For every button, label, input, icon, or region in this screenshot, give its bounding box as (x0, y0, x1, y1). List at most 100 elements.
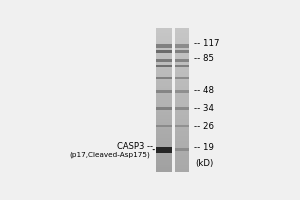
Bar (175, 90, 189, 93)
Bar (175, 77, 189, 79)
Bar (156, 162, 172, 165)
Bar (156, 147, 172, 153)
Bar (175, 90, 189, 93)
Bar (156, 71, 172, 74)
Bar (156, 107, 172, 110)
Bar (156, 47, 172, 50)
Bar (156, 57, 172, 60)
Bar (156, 81, 172, 84)
Bar (156, 167, 172, 169)
Bar (156, 69, 172, 72)
Bar (175, 76, 189, 79)
Bar (175, 86, 189, 88)
Text: (p17,Cleaved-Asp175): (p17,Cleaved-Asp175) (70, 151, 150, 158)
Bar (156, 50, 172, 53)
Bar (156, 138, 172, 141)
Bar (175, 107, 189, 110)
Bar (156, 125, 172, 127)
Bar (175, 157, 189, 160)
Bar (156, 114, 172, 117)
Bar (175, 160, 189, 162)
Bar (175, 38, 189, 41)
Bar (156, 98, 172, 100)
Bar (156, 124, 172, 126)
Bar (156, 76, 172, 79)
Text: -- 48: -- 48 (194, 86, 214, 95)
Bar (175, 136, 189, 138)
Bar (156, 129, 172, 131)
Bar (156, 117, 172, 119)
Bar (156, 90, 172, 93)
Bar (156, 52, 172, 55)
Bar (156, 31, 172, 33)
Bar (156, 136, 172, 138)
Bar (156, 126, 172, 129)
Bar (156, 86, 172, 88)
Bar (175, 74, 189, 76)
Bar (156, 169, 172, 172)
Bar (175, 59, 189, 62)
Bar (175, 78, 189, 81)
Bar (156, 33, 172, 36)
Bar (175, 59, 189, 62)
Text: -- 85: -- 85 (194, 54, 214, 63)
Bar (156, 90, 172, 93)
Bar (156, 38, 172, 41)
Bar (156, 95, 172, 98)
Bar (175, 67, 189, 69)
Bar (156, 133, 172, 136)
Bar (175, 57, 189, 60)
Bar (156, 100, 172, 103)
Bar (175, 98, 189, 100)
Bar (175, 126, 189, 129)
Bar (175, 119, 189, 122)
Bar (175, 141, 189, 143)
Bar (175, 152, 189, 155)
Bar (175, 109, 189, 112)
Bar (175, 40, 189, 43)
Bar (175, 164, 189, 167)
Bar (156, 155, 172, 158)
Bar (156, 145, 172, 148)
Bar (175, 107, 189, 110)
Text: -- 34: -- 34 (194, 104, 214, 113)
Bar (175, 145, 189, 148)
Bar (175, 47, 189, 50)
Bar (175, 124, 189, 126)
Bar (156, 152, 172, 155)
Bar (175, 83, 189, 86)
Bar (156, 131, 172, 134)
Text: CASP3 --: CASP3 -- (117, 142, 153, 151)
Bar (175, 162, 189, 165)
Bar (156, 62, 172, 64)
Bar (175, 167, 189, 169)
Bar (156, 143, 172, 146)
Bar (175, 121, 189, 124)
Bar (175, 95, 189, 98)
Bar (175, 148, 189, 150)
Text: -- 117: -- 117 (194, 39, 220, 48)
Bar (175, 81, 189, 84)
Bar (156, 109, 172, 112)
Bar (156, 50, 172, 52)
Bar (175, 100, 189, 103)
Bar (175, 114, 189, 117)
Bar (156, 157, 172, 160)
Bar (175, 88, 189, 91)
Bar (175, 148, 189, 151)
Bar (175, 138, 189, 141)
Bar (175, 133, 189, 136)
Bar (156, 112, 172, 115)
Bar (175, 45, 189, 48)
Bar (156, 150, 172, 153)
Bar (156, 121, 172, 124)
Text: -- 19: -- 19 (194, 143, 214, 152)
Bar (156, 107, 172, 110)
Bar (175, 93, 189, 95)
Bar (175, 28, 189, 31)
Bar (175, 105, 189, 107)
Bar (156, 74, 172, 76)
Bar (156, 105, 172, 107)
Bar (156, 44, 172, 48)
Bar (156, 160, 172, 162)
